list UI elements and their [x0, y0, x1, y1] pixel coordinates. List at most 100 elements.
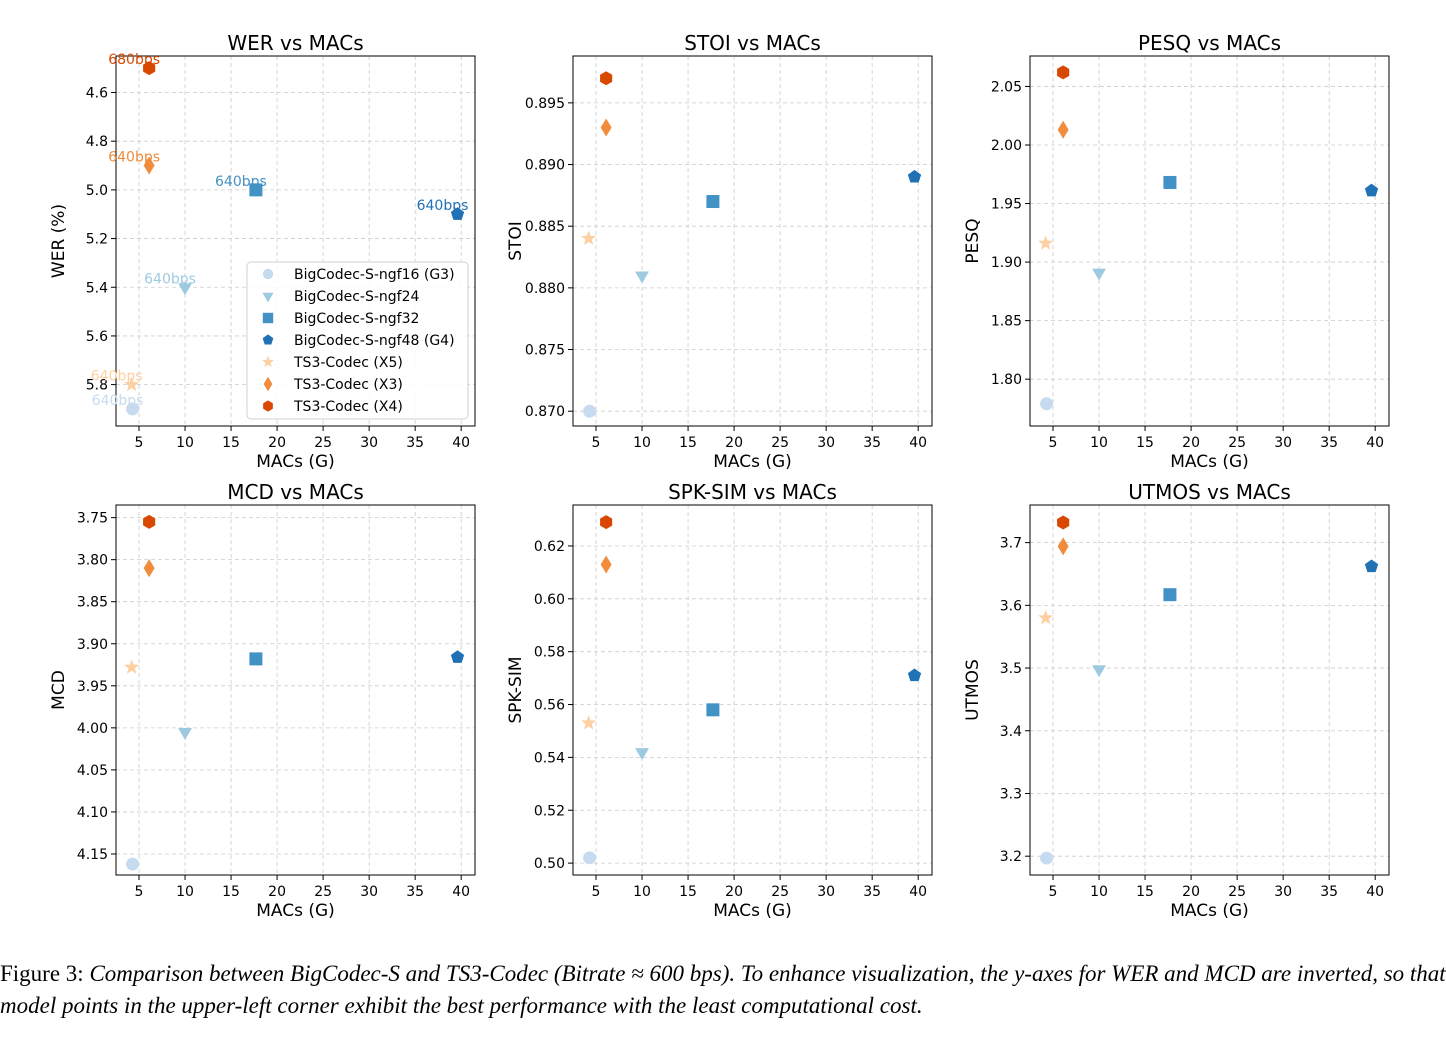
wer-vs-macs-frame [115, 55, 476, 427]
stoi-vs-macs-xtick-label: 25 [771, 435, 789, 451]
utmos-vs-macs-xtick-label: 25 [1228, 884, 1246, 900]
utmos-vs-macs-ytick-label: 3.4 [1000, 724, 1022, 740]
mcd-vs-macs-xtick-label: 5 [135, 884, 144, 900]
stoi-vs-macs-ytick-label: 0.895 [525, 96, 565, 112]
pesq-vs-macs-ytick-label: 1.90 [991, 255, 1022, 271]
pesq-vs-macs-ytick-label: 2.00 [991, 138, 1022, 154]
wer-vs-macs-annotation-ts3-codec-x5: 640bps [91, 369, 143, 385]
spk-sim-vs-macs-xtick-label: 5 [592, 884, 601, 900]
utmos-vs-macs-xtick-label: 10 [1090, 884, 1108, 900]
spk-sim-vs-macs-ytick-label: 0.50 [534, 856, 565, 872]
caption-text: Comparison between BigCodec-S and TS3-Co… [0, 961, 1446, 1018]
mcd-vs-macs-ytick-label: 4.05 [77, 763, 108, 779]
stoi-vs-macs-ylabel: STOI [506, 221, 526, 261]
pesq-vs-macs-grid [1030, 56, 1389, 426]
pesq-vs-macs-xlabel: MACs (G) [1170, 452, 1249, 472]
spk-sim-vs-macs-point-ts3-codec-x3 [600, 555, 612, 574]
utmos-vs-macs-ytick-label: 3.7 [1000, 536, 1022, 552]
mcd-vs-macs-point-bigcodec-s-ngf16-g3 [126, 857, 140, 871]
wer-vs-macs-xlabel: MACs (G) [256, 452, 335, 472]
utmos-vs-macs-point-bigcodec-s-ngf32 [1163, 588, 1177, 602]
spk-sim-vs-macs-xlabel: MACs (G) [713, 901, 792, 921]
panel-spk-sim-vs-macs: 5 10 15 20 25 30 35 40 0.50 0.52 0.54 0.56 0.58 0.60 0… [506, 480, 933, 921]
spk-sim-vs-macs-xtick-label: 35 [863, 884, 881, 900]
stoi-vs-macs-ytick-label: 0.870 [525, 404, 565, 420]
mcd-vs-macs-point-ts3-codec-x4 [143, 514, 156, 529]
utmos-vs-macs-ytick-label: 3.2 [1000, 849, 1022, 865]
pesq-vs-macs-xtick-label: 40 [1366, 435, 1384, 451]
utmos-vs-macs-point-bigcodec-s-ngf16-g3 [1040, 851, 1054, 865]
utmos-vs-macs-xtick-label: 20 [1182, 884, 1200, 900]
spk-sim-vs-macs-ytick-label: 0.62 [534, 539, 565, 555]
wer-vs-macs-ytick-label: 4.8 [86, 134, 108, 150]
wer-vs-macs-point-ts3-codec-x3 [143, 156, 155, 175]
spk-sim-vs-macs-ytick-label: 0.52 [534, 803, 565, 819]
spk-sim-vs-macs-xtick-label: 10 [633, 884, 651, 900]
legend-marker-ts3-codec-x3 [263, 376, 273, 392]
mcd-vs-macs-xtick-label: 30 [360, 884, 378, 900]
utmos-vs-macs-point-bigcodec-s-ngf48-g4 [1364, 559, 1379, 573]
wer-vs-macs-annotation-bigcodec-s-ngf48-g4: 640bps [417, 198, 469, 214]
stoi-vs-macs-point-bigcodec-s-ngf32 [706, 195, 720, 209]
spk-sim-vs-macs-ytick-label: 0.56 [534, 698, 565, 714]
spk-sim-vs-macs-ytick-label: 0.54 [534, 750, 565, 766]
legend-marker-ts3-codec-x4 [263, 400, 273, 412]
spk-sim-vs-macs-xtick-label: 15 [679, 884, 697, 900]
mcd-vs-macs-ytick-label: 4.00 [77, 721, 108, 737]
pesq-vs-macs-xtick-label: 20 [1182, 435, 1200, 451]
stoi-vs-macs-xtick-label: 35 [863, 435, 881, 451]
stoi-vs-macs-xtick-label: 20 [725, 435, 743, 451]
pesq-vs-macs-ytick-label: 1.85 [991, 314, 1022, 330]
wer-vs-macs-ytick-label: 5.2 [86, 232, 108, 248]
stoi-vs-macs-ytick-label: 0.885 [525, 219, 565, 235]
legend-marker-bigcodec-s-ngf32 [262, 312, 274, 324]
pesq-vs-macs-point-ts3-codec-x4 [1057, 65, 1070, 80]
legend-label-ts3-codec-x5: TS3-Codec (X5) [293, 355, 403, 371]
spk-sim-vs-macs-xtick-label: 30 [817, 884, 835, 900]
utmos-vs-macs-title: UTMOS vs MACs [1128, 480, 1291, 504]
mcd-vs-macs-ytick-label: 4.15 [77, 847, 108, 863]
mcd-vs-macs-frame [115, 504, 476, 876]
stoi-vs-macs-point-ts3-codec-x3 [600, 118, 612, 137]
wer-vs-macs-annotation-bigcodec-s-ngf16-g3: 640bps [92, 393, 144, 409]
wer-vs-macs-xtick-label: 40 [452, 435, 470, 451]
legend-marker-ts3-codec-x5 [261, 355, 275, 368]
wer-vs-macs-point-bigcodec-s-ngf48-g4 [450, 207, 465, 220]
wer-vs-macs-ytick-label: 5.6 [86, 329, 108, 345]
figure-grid: 5 10 15 20 25 30 35 40 4.6 4.8 5.0 5.2 5.4 5.6 5.8 WER … [49, 31, 1390, 921]
mcd-vs-macs-ytick-label: 3.80 [77, 553, 108, 569]
pesq-vs-macs-xtick-label: 15 [1136, 435, 1154, 451]
wer-vs-macs-xtick-label: 25 [314, 435, 332, 451]
pesq-vs-macs-point-bigcodec-s-ngf24 [1092, 268, 1106, 281]
utmos-vs-macs-ylabel: UTMOS [963, 659, 983, 721]
wer-vs-macs-point-bigcodec-s-ngf32 [249, 183, 263, 197]
mcd-vs-macs-xtick-label: 40 [452, 884, 470, 900]
panel-wer-vs-macs: 5 10 15 20 25 30 35 40 4.6 4.8 5.0 5.2 5.4 5.6 5.8 WER … [49, 31, 476, 472]
panel-utmos-vs-macs: 5 10 15 20 25 30 35 40 3.2 3.3 3.4 3.5 3.6 3.7 UTMOS v… [963, 480, 1390, 921]
mcd-vs-macs-point-bigcodec-s-ngf24 [178, 728, 192, 741]
legend-box [246, 261, 469, 420]
legend-label-bigcodec-s-ngf32: BigCodec-S-ngf32 [294, 311, 419, 327]
stoi-vs-macs-point-bigcodec-s-ngf24 [635, 271, 649, 284]
mcd-vs-macs-ylabel: MCD [49, 670, 69, 710]
mcd-vs-macs-point-ts3-codec-x3 [143, 559, 155, 578]
pesq-vs-macs-point-ts3-codec-x3 [1057, 120, 1069, 139]
spk-sim-vs-macs-ytick-label: 0.58 [534, 645, 565, 661]
wer-vs-macs-title: WER vs MACs [227, 31, 363, 55]
legend-label-ts3-codec-x4: TS3-Codec (X4) [293, 399, 403, 415]
pesq-vs-macs-point-bigcodec-s-ngf48-g4 [1364, 183, 1379, 197]
mcd-vs-macs-point-bigcodec-s-ngf48-g4 [450, 650, 465, 663]
utmos-vs-macs-ytick-label: 3.6 [1000, 598, 1022, 614]
legend-marker-bigcodec-s-ngf24 [262, 292, 274, 303]
mcd-vs-macs-ytick-label: 3.90 [77, 637, 108, 653]
wer-vs-macs-annotation-ts3-codec-x3: 640bps [108, 150, 160, 166]
spk-sim-vs-macs-grid [573, 505, 932, 875]
utmos-vs-macs-grid [1030, 505, 1389, 875]
spk-sim-vs-macs-ytick-label: 0.60 [534, 592, 565, 608]
wer-vs-macs-ytick-label: 4.6 [86, 86, 108, 102]
stoi-vs-macs-point-ts3-codec-x4 [600, 71, 613, 86]
wer-vs-macs-point-bigcodec-s-ngf16-g3 [126, 402, 140, 416]
mcd-vs-macs-xtick-label: 25 [314, 884, 332, 900]
legend: BigCodec-S-ngf16 (G3) BigCodec-S-ngf24 Big… [246, 261, 469, 420]
mcd-vs-macs-point-bigcodec-s-ngf32 [249, 652, 263, 666]
